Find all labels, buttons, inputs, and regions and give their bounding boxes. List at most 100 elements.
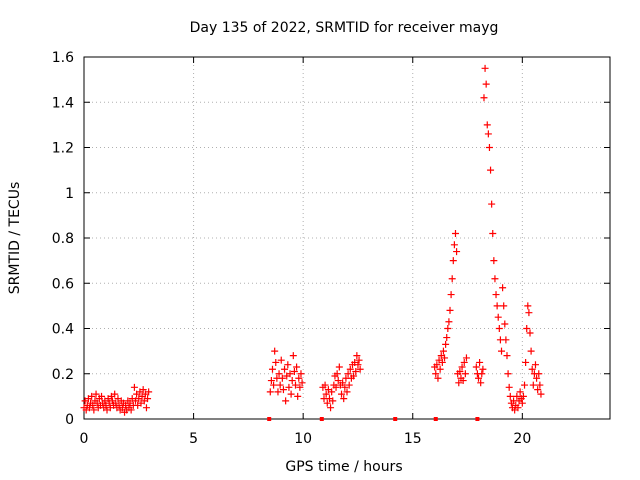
data-point xyxy=(444,325,452,332)
data-point xyxy=(339,379,347,387)
axes xyxy=(83,56,611,420)
x-tick-label: 5 xyxy=(189,431,198,447)
data-point xyxy=(495,325,503,332)
x-axis-label: GPS time / hours xyxy=(285,459,402,475)
data-point xyxy=(442,340,450,348)
data-point xyxy=(341,383,349,391)
data-point xyxy=(487,166,495,174)
data-point xyxy=(276,381,284,389)
data-point xyxy=(278,374,286,382)
data-point xyxy=(322,390,330,398)
data-point xyxy=(89,401,97,409)
data-point xyxy=(439,347,447,355)
data-point xyxy=(479,365,487,373)
data-point xyxy=(456,367,464,375)
data-point xyxy=(449,257,457,265)
data-point xyxy=(534,386,542,394)
data-point xyxy=(506,392,514,400)
data-point xyxy=(295,374,303,382)
data-point xyxy=(271,347,279,355)
data-point xyxy=(277,356,285,364)
y-tick-label: 0.4 xyxy=(52,322,74,338)
data-point xyxy=(270,381,278,389)
data-point xyxy=(285,383,293,391)
y-tick-label: 0.2 xyxy=(52,367,74,383)
data-point xyxy=(485,144,493,151)
data-point xyxy=(476,358,484,366)
data-point xyxy=(482,80,490,88)
data-point xyxy=(111,390,119,398)
data-point xyxy=(536,381,544,389)
data-point xyxy=(514,404,522,412)
data-point xyxy=(537,390,545,398)
data-point xyxy=(501,320,509,328)
data-point xyxy=(494,313,502,321)
data-point xyxy=(345,381,353,389)
data-point xyxy=(524,302,532,310)
baseline-marker xyxy=(475,417,480,421)
plot-frame xyxy=(83,56,611,420)
data-point xyxy=(521,381,529,389)
data-point xyxy=(144,395,152,403)
x-tick-label: 0 xyxy=(80,431,89,447)
axis-ticks: 0 5 10 15 20 0 0.2 0.4 0.6 0.8 1 1.2 1.4 1.6 xyxy=(52,50,610,447)
data-point xyxy=(448,275,456,283)
x-tick-label: 15 xyxy=(404,431,422,447)
y-tick-label: 0.8 xyxy=(52,231,74,247)
data-point xyxy=(92,390,100,398)
data-point xyxy=(282,397,290,405)
data-point xyxy=(503,352,511,360)
data-point xyxy=(516,388,524,396)
data-point xyxy=(274,388,282,396)
data-point xyxy=(492,291,500,299)
data-point xyxy=(453,248,461,256)
data-point xyxy=(145,388,153,396)
data-point xyxy=(293,363,301,371)
data-point xyxy=(266,388,274,396)
data-point xyxy=(493,302,501,310)
y-tick-label: 1 xyxy=(65,186,74,202)
data-point xyxy=(296,383,304,391)
y-tick-label: 0 xyxy=(65,412,74,428)
data-point xyxy=(443,334,451,342)
data-point xyxy=(275,370,283,378)
data-point xyxy=(445,318,453,326)
data-point xyxy=(350,372,358,380)
data-point xyxy=(340,395,348,403)
data-point xyxy=(499,284,507,292)
data-point xyxy=(528,365,536,373)
data-point xyxy=(505,383,513,391)
data-point xyxy=(478,370,486,378)
data-points xyxy=(80,64,545,421)
x-tick-label: 20 xyxy=(513,431,531,447)
x-tick-label: 10 xyxy=(294,431,312,447)
data-point xyxy=(491,275,499,283)
data-point xyxy=(434,374,442,382)
data-point xyxy=(327,404,335,412)
y-tick-label: 1.4 xyxy=(52,95,74,111)
data-point xyxy=(462,354,470,362)
data-point xyxy=(490,257,498,265)
data-point xyxy=(139,386,147,394)
data-point xyxy=(480,94,488,102)
data-point xyxy=(98,392,106,400)
data-point xyxy=(355,356,363,364)
data-point xyxy=(489,229,497,237)
data-point xyxy=(447,291,455,299)
baseline-marker xyxy=(433,417,438,421)
data-point xyxy=(284,361,292,369)
data-point xyxy=(472,363,480,371)
data-point xyxy=(446,306,454,314)
data-point xyxy=(294,392,302,400)
data-point xyxy=(281,365,289,373)
data-point xyxy=(441,354,449,362)
data-point xyxy=(321,381,329,389)
data-point xyxy=(142,404,150,412)
data-point xyxy=(88,392,96,400)
data-point xyxy=(334,377,342,385)
y-tick-label: 1.6 xyxy=(52,50,74,66)
y-tick-label: 0.6 xyxy=(52,276,74,292)
data-point xyxy=(354,361,362,369)
data-point xyxy=(438,358,446,366)
